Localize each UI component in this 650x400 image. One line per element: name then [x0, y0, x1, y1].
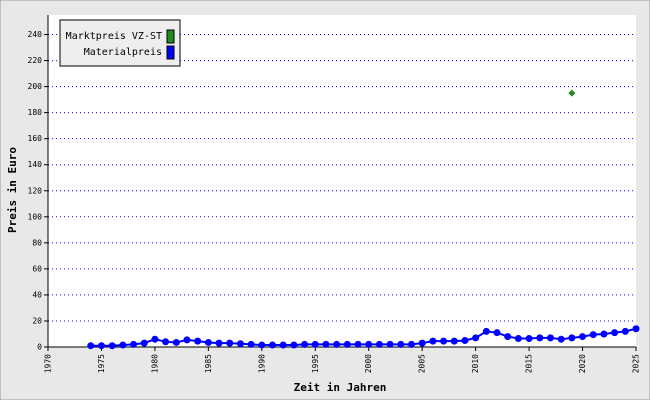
point	[236, 340, 244, 348]
point	[557, 335, 565, 343]
point	[290, 341, 298, 349]
y-tick-label: 80	[32, 238, 42, 247]
y-tick-label: 140	[28, 160, 43, 169]
point	[482, 327, 490, 335]
legend-label: Marktpreis VZ-ST	[66, 31, 162, 42]
y-tick-label: 40	[32, 290, 42, 299]
x-tick-label: 2020	[578, 354, 587, 373]
point	[589, 331, 597, 339]
y-tick-label: 200	[28, 82, 43, 91]
point	[162, 338, 170, 346]
point	[258, 341, 266, 349]
point	[226, 339, 234, 347]
x-tick-label: 2005	[418, 354, 427, 373]
point	[279, 341, 287, 349]
point	[247, 340, 255, 348]
point	[621, 327, 629, 335]
x-tick-label: 2000	[364, 354, 373, 373]
legend: Marktpreis VZ-ST Materialpreis	[59, 19, 181, 67]
point	[386, 340, 394, 348]
point	[183, 336, 191, 344]
point	[579, 333, 587, 341]
x-tick-label: 2015	[525, 354, 534, 373]
y-tick-label: 180	[28, 108, 43, 117]
x-tick-label: 2010	[471, 354, 480, 373]
point	[429, 337, 437, 345]
y-tick-label: 160	[28, 134, 43, 143]
x-tick-label: 1990	[257, 354, 266, 373]
point	[97, 342, 105, 350]
point	[172, 338, 180, 346]
point	[365, 340, 373, 348]
point	[611, 329, 619, 337]
x-axis-label: Zeit in Jahren	[294, 381, 387, 394]
legend-swatch	[166, 29, 175, 44]
point	[375, 340, 383, 348]
point	[397, 340, 405, 348]
point	[301, 340, 309, 348]
point	[322, 340, 330, 348]
y-tick-label: 120	[28, 186, 43, 195]
point	[472, 334, 480, 342]
point	[333, 340, 341, 348]
point	[525, 335, 533, 343]
point	[632, 325, 640, 333]
x-tick-label: 2025	[632, 354, 641, 373]
point	[269, 341, 277, 349]
point	[418, 339, 426, 347]
point	[87, 342, 95, 350]
point	[354, 340, 362, 348]
point	[546, 334, 554, 342]
legend-box	[59, 19, 181, 67]
point	[568, 89, 576, 97]
point	[204, 338, 212, 346]
point	[215, 339, 223, 347]
x-tick-label: 1970	[44, 354, 53, 373]
point	[461, 336, 469, 344]
point	[450, 337, 458, 345]
y-tick-label: 20	[32, 316, 42, 325]
point	[140, 339, 148, 347]
x-tick-label: 1985	[204, 354, 213, 373]
point	[514, 335, 522, 343]
point	[130, 340, 138, 348]
point	[343, 340, 351, 348]
legend-swatch	[166, 45, 175, 60]
y-tick-label: 240	[28, 30, 43, 39]
point	[407, 340, 415, 348]
y-axis-label: Preis in Euro	[6, 147, 19, 233]
point	[151, 335, 159, 343]
point	[194, 337, 202, 345]
point	[504, 333, 512, 341]
point	[493, 329, 501, 337]
y-tick-label: 220	[28, 56, 43, 65]
legend-label: Materialpreis	[84, 47, 162, 58]
point	[536, 334, 544, 342]
y-tick-label: 60	[32, 264, 42, 273]
point	[440, 337, 448, 345]
point	[600, 330, 608, 338]
plot-area	[48, 15, 636, 347]
line	[90, 327, 637, 347]
point	[108, 342, 116, 350]
x-tick-label: 1980	[150, 354, 159, 373]
point	[568, 334, 576, 342]
point	[119, 341, 127, 349]
x-tick-label: 1975	[97, 354, 106, 373]
y-tick-label: 0	[37, 343, 42, 352]
x-tick-label: 1995	[311, 354, 320, 373]
point	[311, 340, 319, 348]
y-tick-label: 100	[28, 212, 43, 221]
